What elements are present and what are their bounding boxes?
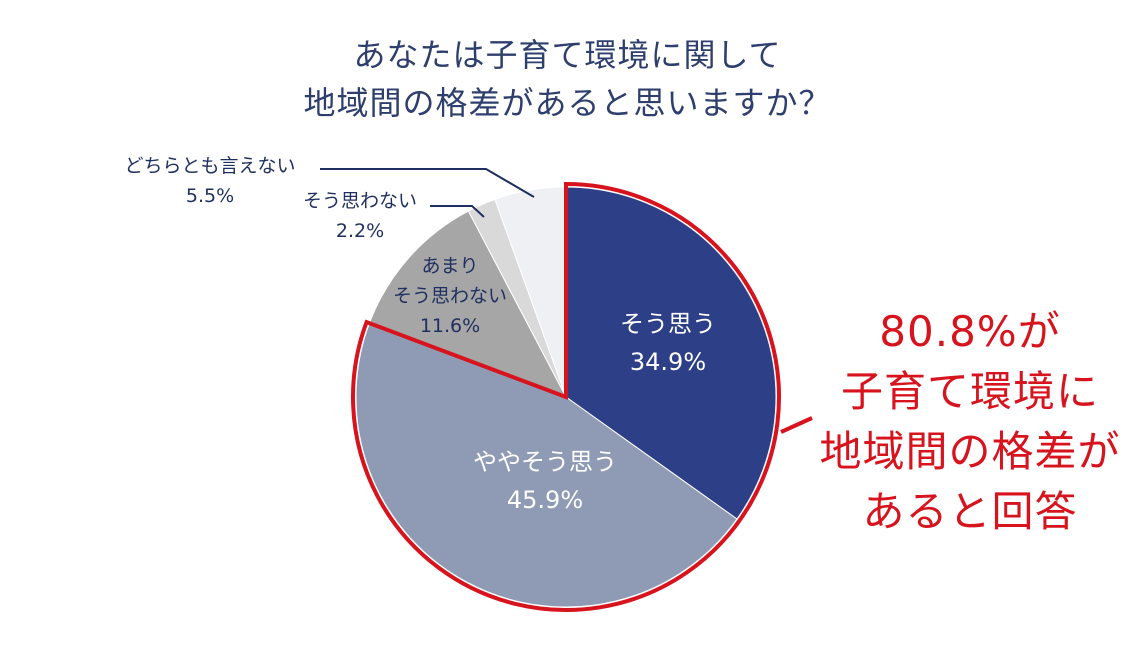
highlight-outline	[351, 181, 781, 612]
leader-line-3	[430, 205, 485, 218]
chart-title-line-2: 地域間の格差があると思いますか？	[303, 84, 832, 122]
callout-line-3: 地域間の格差が	[819, 427, 1121, 476]
slice-value-label-3: 2.2%	[336, 220, 384, 242]
slice-label-1: ややそう思う	[473, 448, 617, 476]
pie-slice-2	[368, 210, 568, 398]
callout-connector	[780, 416, 813, 434]
slice-label-2: あまりそう思わない	[393, 255, 507, 307]
slice-value-label-1: 45.9%	[507, 486, 583, 514]
slice-label-0: そう思う	[620, 310, 716, 338]
slice-value-label-0: 34.9%	[630, 348, 706, 376]
callout-line-1: 80.8%が	[879, 307, 1061, 356]
slice-value-label-2: 11.6%	[420, 315, 480, 337]
slice-value-label-4: 5.5%	[186, 185, 234, 207]
slice-label-3: そう思わない	[303, 190, 417, 212]
chart-title-line-1: あなたは子育て環境に関して	[353, 36, 782, 74]
callout-line-2: 子育て環境に	[840, 367, 1099, 416]
pie-slice-0	[565, 186, 777, 520]
callout-line-4: あると回答	[862, 487, 1078, 536]
pie-slice-1	[355, 322, 738, 608]
leader-line-4	[320, 168, 535, 198]
slice-label-4: どちらとも言えない	[124, 155, 295, 177]
